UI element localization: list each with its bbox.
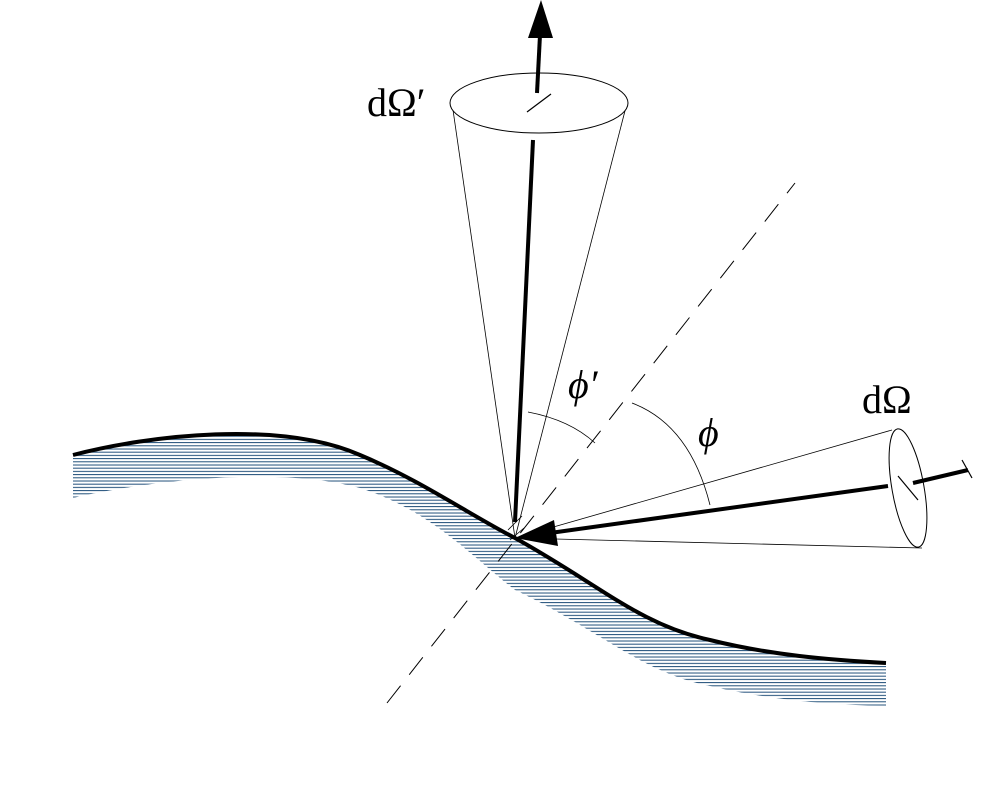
incident-ray-outer <box>912 468 969 485</box>
scattered-arrowhead <box>528 0 553 38</box>
incident-ray-tick <box>961 459 973 479</box>
surface-normal-dashed <box>386 182 796 704</box>
angle-arc-phi <box>631 402 711 506</box>
label-phi: ϕ <box>698 410 719 455</box>
scattered-ray-upper <box>535 34 542 94</box>
surface-point-marks <box>507 515 525 541</box>
incident-arrowhead <box>515 520 558 546</box>
scattered-ray-lower <box>513 139 535 523</box>
label-d-omega-prime: dΩ′ <box>367 80 425 125</box>
incident-ray-inner <box>549 484 889 535</box>
label-phi-prime: ϕ′ <box>568 362 599 407</box>
surface-hatch-band <box>73 434 886 706</box>
angle-arc-phi-prime <box>527 411 596 444</box>
scattered-cone <box>449 72 629 539</box>
label-d-omega: dΩ <box>862 377 912 422</box>
